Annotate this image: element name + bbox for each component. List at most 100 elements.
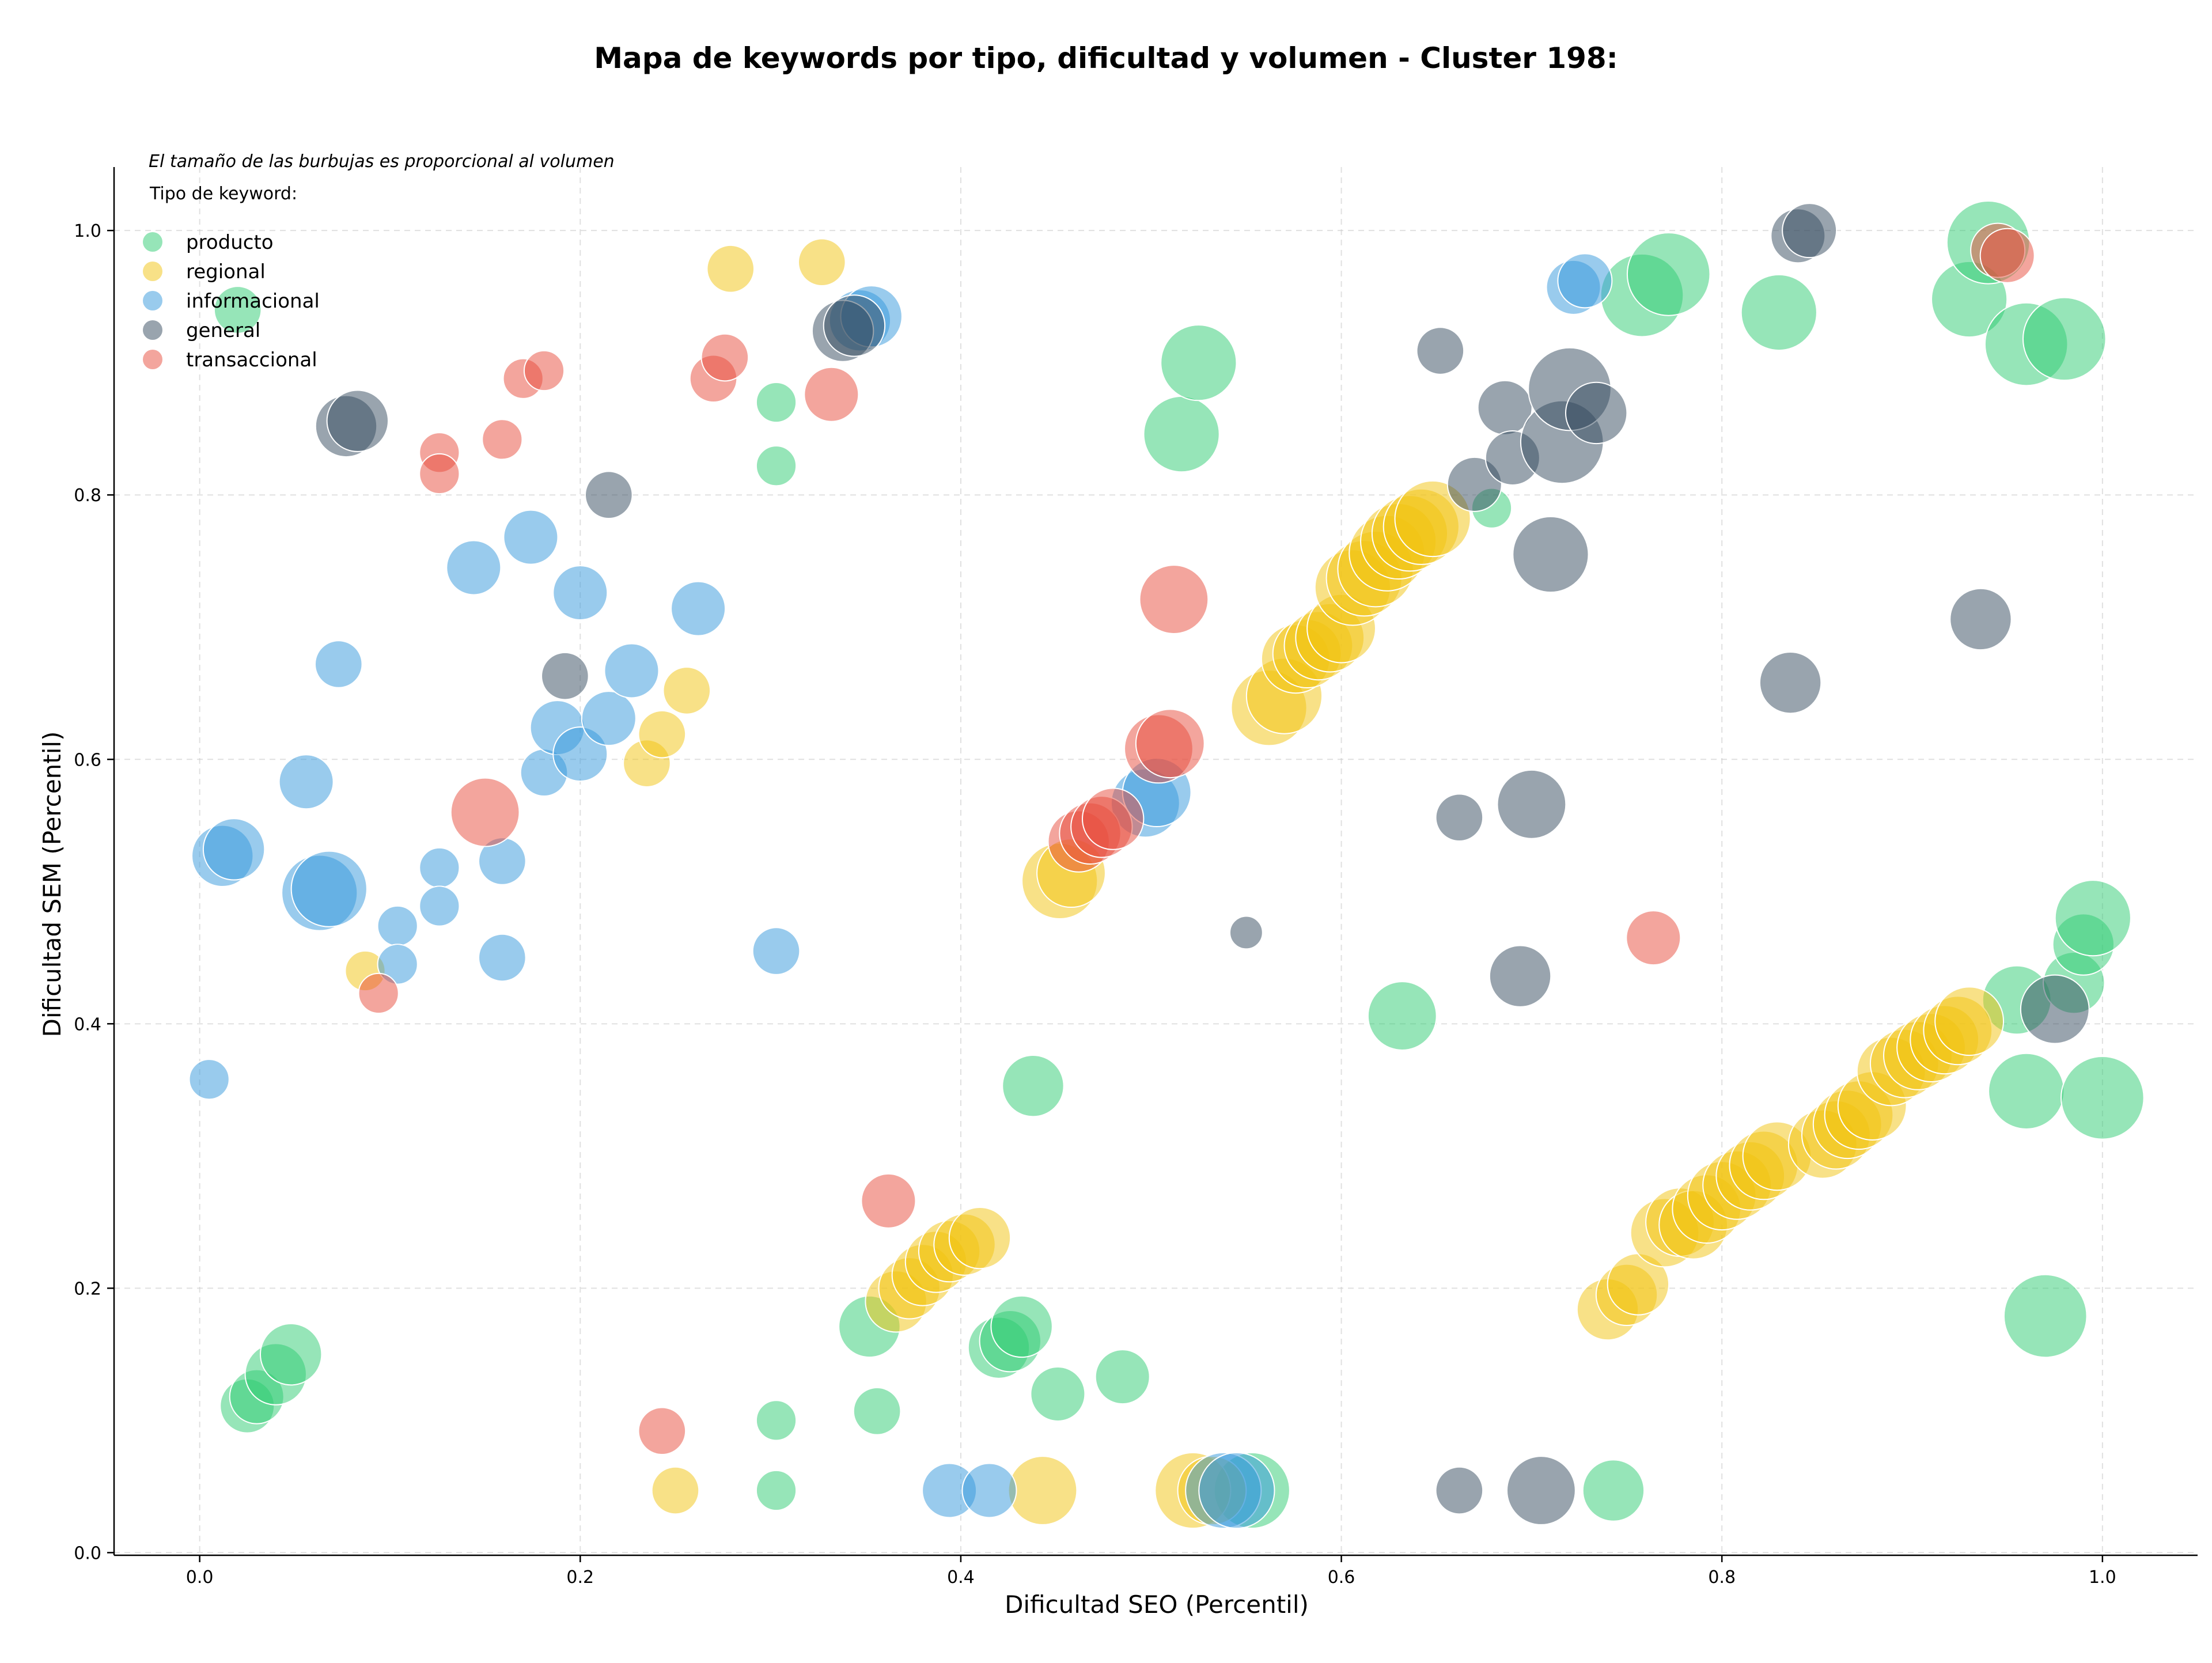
bubble-transaccional <box>804 366 859 422</box>
bubble-producto <box>2022 297 2107 381</box>
legend-title: Tipo de keyword: <box>149 184 297 204</box>
y-tick-label: 0.0 <box>74 1543 101 1563</box>
bubble-producto <box>2054 880 2131 957</box>
bubble-informacional <box>377 905 418 947</box>
bubble-transaccional <box>358 972 399 1014</box>
legend-marker-transaccional <box>143 350 162 369</box>
bubble-producto <box>259 1323 323 1386</box>
bubble-producto <box>2003 1274 2088 1358</box>
bubble-informacional <box>1557 253 1613 309</box>
bubble-producto <box>1030 1366 1086 1422</box>
bubble-informacional <box>419 847 460 889</box>
bubble-informacional <box>314 640 363 688</box>
legend-marker-regional <box>143 262 162 281</box>
x-tick-label: 0.2 <box>566 1567 594 1588</box>
bubble-producto <box>213 286 262 334</box>
bubble-producto <box>755 381 797 423</box>
bubble-regional <box>948 1206 1012 1270</box>
bubble-transaccional <box>523 350 565 392</box>
bubble-general <box>1435 1466 1484 1515</box>
bubble-transaccional <box>1135 709 1205 779</box>
y-tick-label: 1.0 <box>74 221 101 241</box>
bubble-regional <box>651 1466 700 1515</box>
bubble-transaccional <box>1139 565 1209 634</box>
x-tick-label: 1.0 <box>2089 1567 2116 1588</box>
bubble-producto <box>1988 1052 2065 1130</box>
bubble-regional <box>706 244 755 293</box>
bubble-transaccional <box>861 1173 916 1229</box>
y-tick-label: 0.6 <box>74 750 101 770</box>
bubble-general <box>1497 769 1567 839</box>
bubble-informacional <box>503 509 559 565</box>
bubble-general <box>1512 516 1589 593</box>
x-tick-label: 0.8 <box>1708 1567 1736 1588</box>
bubble-general <box>541 651 589 700</box>
legend-marker-producto <box>143 232 162 252</box>
bubble-transaccional <box>450 777 520 847</box>
bubble-regional <box>1394 480 1471 558</box>
bubble-transaccional <box>482 419 523 460</box>
bubble-producto <box>755 1469 797 1512</box>
bubble-general <box>1416 327 1465 375</box>
x-axis-label: Dificultad SEO (Percentil) <box>1005 1590 1309 1619</box>
bubble-informacional <box>188 1059 230 1100</box>
bubble-producto <box>1094 1349 1150 1405</box>
legend-marker-informacional <box>143 291 162 310</box>
bubble-producto <box>1582 1459 1645 1522</box>
bubble-producto <box>853 1387 902 1435</box>
bubble-general <box>1506 1456 1576 1525</box>
bubble-transaccional <box>1081 787 1145 850</box>
bubble-producto <box>1740 274 1817 351</box>
bubble-producto <box>1626 232 1711 316</box>
bubble-informacional <box>604 643 660 699</box>
bubble-general <box>585 471 633 520</box>
chart-title: Mapa de keywords por tipo, dificultad y … <box>594 41 1618 75</box>
bubble-transaccional <box>419 453 460 495</box>
bubble-informacional <box>290 850 368 927</box>
bubble-general <box>1488 945 1552 1007</box>
y-tick-label: 0.2 <box>74 1279 101 1299</box>
bubble-regional <box>638 710 687 759</box>
bubble-producto <box>1367 981 1437 1051</box>
bubble-informacional <box>377 944 418 985</box>
bubble-producto <box>1160 324 1237 401</box>
bubble-general <box>1949 588 2012 651</box>
bubble-transaccional <box>700 333 749 382</box>
bubble-transaccional <box>638 1407 687 1456</box>
bubble-informacional <box>581 691 637 747</box>
y-tick-label: 0.8 <box>74 486 101 506</box>
legend-items: producto regional informacional general tran… <box>143 231 320 372</box>
bubble-producto <box>755 445 797 487</box>
bubble-general <box>1229 915 1263 950</box>
bubble-informacional <box>552 565 608 621</box>
x-tick-label: 0.4 <box>947 1567 975 1588</box>
bubble-informacional <box>961 1463 1017 1518</box>
bubble-producto <box>990 1295 1053 1358</box>
bubble-informacional <box>202 818 266 881</box>
legend-label-producto: producto <box>186 231 274 254</box>
legend-label-regional: regional <box>186 260 266 283</box>
axes-layer: 0.0 0.2 0.4 0.6 0.8 1.0 0.0 0.2 0.4 0.6 0.8 1.0 <box>74 167 2198 1588</box>
bubble-general <box>1759 651 1822 714</box>
bubble-informacional <box>671 581 726 637</box>
x-tick-label: 0.0 <box>186 1567 214 1588</box>
legend-label-general: general <box>186 319 260 342</box>
bubble-producto <box>1002 1054 1065 1117</box>
legend-size-note: El tamaño de las burbujas es proporciona… <box>149 151 615 172</box>
bubble-general <box>1435 793 1484 842</box>
bubble-layer <box>188 200 2145 1529</box>
bubble-general <box>823 294 886 357</box>
bubble-general <box>326 389 389 452</box>
bubble-producto <box>1143 396 1220 473</box>
y-axis-label: Dificultad SEM (Percentil) <box>38 732 66 1037</box>
bubble-general <box>1782 203 1838 259</box>
legend-marker-general <box>143 320 162 340</box>
bubble-producto <box>755 1400 797 1441</box>
bubble-informacional <box>446 540 502 596</box>
legend-label-informacional: informacional <box>186 290 320 313</box>
y-tick-label: 0.4 <box>74 1014 101 1035</box>
bubble-general <box>1565 381 1628 445</box>
bubble-informacional <box>1198 1452 1275 1529</box>
